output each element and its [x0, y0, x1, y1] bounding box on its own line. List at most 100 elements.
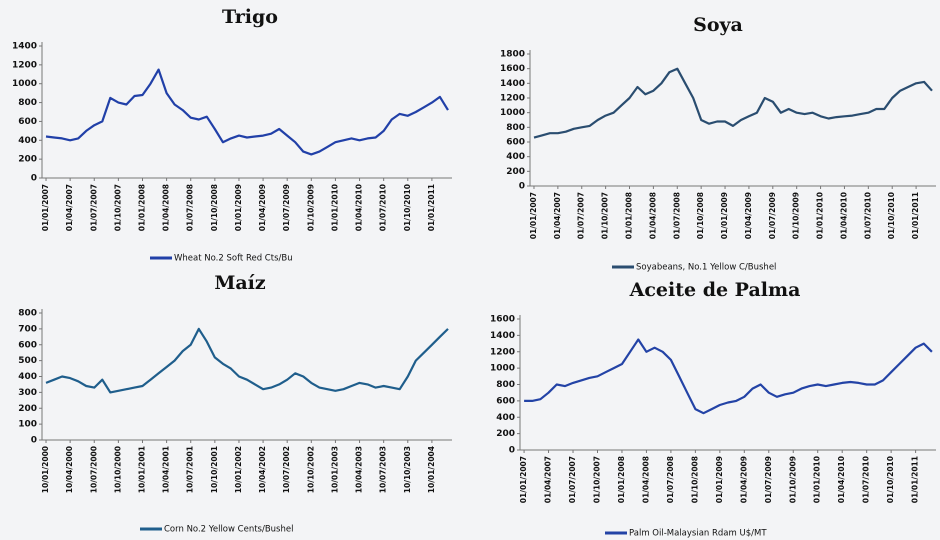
y-tick-label: 600: [18, 340, 37, 350]
x-tick-label: 01/10/2010: [403, 184, 412, 231]
x-tick-label: 10/07/2001: [186, 446, 195, 493]
x-tick-label: 01/04/2008: [162, 184, 171, 231]
x-tick-label: 01/01/2010: [813, 456, 822, 503]
x-tick-label: 01/04/2010: [837, 456, 846, 503]
y-tick-label: 600: [506, 138, 525, 148]
legend-label: Wheat No.2 Soft Red Cts/Bu: [174, 254, 293, 264]
x-tick-label: 01/10/2007: [592, 456, 601, 503]
y-tick-label: 1000: [490, 364, 515, 374]
y-tick-label: 800: [18, 98, 37, 108]
x-tick-label: 01/04/2010: [355, 184, 364, 231]
x-tick-label: 01/10/2007: [601, 192, 610, 239]
x-tick-label: 10/01/2002: [234, 446, 243, 493]
line-series: [45, 327, 449, 394]
x-tick-label: 10/01/2000: [41, 446, 50, 493]
x-tick-label: 01/07/2008: [672, 192, 681, 239]
legend-label: Soyabeans, No.1 Yellow C/Bushel: [636, 263, 776, 273]
y-tick-label: 200: [496, 429, 515, 439]
y-tick-label: 0: [509, 446, 515, 456]
y-tick-label: 1400: [490, 331, 515, 341]
x-tick-label: 01/04/2010: [839, 192, 848, 239]
y-tick-label: 100: [18, 420, 37, 430]
x-tick-label: 10/10/2003: [403, 446, 412, 493]
x-tick-label: 01/01/2009: [720, 192, 729, 239]
x-tick-label: 10/04/2003: [355, 446, 364, 493]
y-tick-label: 400: [496, 413, 515, 423]
y-tick-label: 400: [18, 136, 37, 146]
x-tick-label: 10/01/2001: [137, 446, 146, 493]
x-tick-label: 01/01/2007: [529, 192, 538, 239]
x-tick-label: 01/01/2008: [625, 192, 634, 239]
y-tick-label: 1400: [500, 79, 525, 89]
x-tick-label: 01/07/2009: [768, 192, 777, 239]
y-tick-label: 1000: [12, 79, 37, 89]
x-tick-label: 01/07/2010: [379, 184, 388, 231]
chart-title: Aceite de Palma: [629, 279, 801, 301]
x-tick-label: 01/10/2009: [788, 456, 797, 503]
x-tick-label: 10/04/2001: [162, 446, 171, 493]
x-tick-label: 10/01/2004: [427, 446, 436, 493]
x-tick-label: 01/10/2010: [886, 456, 895, 503]
x-tick-label: 01/01/2008: [137, 184, 146, 231]
y-tick-label: 800: [506, 123, 525, 133]
x-tick-label: 10/01/2003: [330, 446, 339, 493]
x-tick-label: 01/04/2008: [641, 456, 650, 503]
x-tick-label: 01/07/2008: [666, 456, 675, 503]
y-tick-label: 700: [18, 324, 37, 334]
x-tick-label: 01/01/2008: [617, 456, 626, 503]
y-tick-label: 200: [506, 167, 525, 177]
line-series: [533, 67, 933, 139]
x-tick-label: 01/07/2010: [863, 192, 872, 239]
x-tick-label: 10/07/2002: [282, 446, 291, 493]
chart-title: Trigo: [222, 6, 278, 28]
x-tick-label: 01/07/2007: [568, 456, 577, 503]
x-tick-label: 01/04/2007: [65, 184, 74, 231]
x-tick-label: 01/10/2008: [696, 192, 705, 239]
y-tick-label: 0: [519, 182, 525, 192]
y-tick-label: 600: [18, 117, 37, 127]
x-tick-label: 10/07/2003: [379, 446, 388, 493]
x-tick-label: 01/01/2010: [330, 184, 339, 231]
x-tick-label: 01/04/2007: [553, 192, 562, 239]
y-tick-label: 600: [496, 396, 515, 406]
x-tick-label: 01/01/2007: [519, 456, 528, 503]
x-tick-label: 10/04/2002: [258, 446, 267, 493]
chart-title: Maíz: [214, 272, 266, 294]
x-tick-label: 01/07/2009: [764, 456, 773, 503]
chart-title: Soya: [693, 14, 743, 36]
x-tick-label: 01/07/2007: [89, 184, 98, 231]
x-tick-label: 01/07/2007: [577, 192, 586, 239]
y-tick-label: 200: [18, 155, 37, 165]
x-tick-label: 01/07/2010: [862, 456, 871, 503]
x-tick-label: 01/04/2009: [744, 192, 753, 239]
legend-label: Palm Oil-Malaysian Rdam U$/MT: [629, 529, 767, 539]
x-tick-label: 01/04/2009: [739, 456, 748, 503]
x-tick-label: 01/10/2009: [792, 192, 801, 239]
y-tick-label: 300: [18, 388, 37, 398]
y-tick-label: 1600: [490, 315, 515, 325]
x-tick-label: 01/04/2007: [544, 456, 553, 503]
x-tick-label: 01/04/2009: [258, 184, 267, 231]
x-tick-label: 10/04/2000: [65, 446, 74, 493]
x-tick-label: 01/01/2009: [715, 456, 724, 503]
x-tick-label: 10/10/2001: [210, 446, 219, 493]
y-tick-label: 500: [18, 356, 37, 366]
x-tick-label: 01/10/2008: [210, 184, 219, 231]
line-series: [524, 338, 933, 415]
x-tick-label: 01/10/2009: [306, 184, 315, 231]
x-tick-label: 10/07/2000: [89, 446, 98, 493]
y-tick-label: 800: [18, 309, 37, 319]
y-tick-label: 200: [18, 404, 37, 414]
x-tick-label: 10/10/2002: [306, 446, 315, 493]
x-tick-label: 01/07/2009: [282, 184, 291, 231]
y-tick-label: 1200: [490, 347, 515, 357]
x-tick-label: 01/10/2008: [690, 456, 699, 503]
x-tick-label: 01/01/2011: [911, 456, 920, 503]
y-tick-label: 1600: [500, 64, 525, 74]
y-tick-label: 800: [496, 380, 515, 390]
x-tick-label: 01/01/2010: [816, 192, 825, 239]
y-tick-label: 1200: [500, 94, 525, 104]
x-tick-label: 01/01/2009: [234, 184, 243, 231]
x-tick-label: 01/10/2007: [113, 184, 122, 231]
